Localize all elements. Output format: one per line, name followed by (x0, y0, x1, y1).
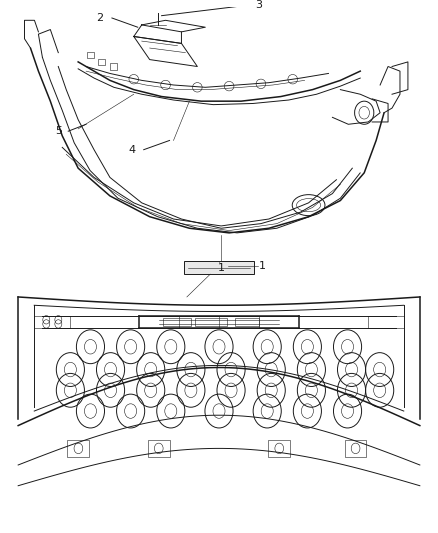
Bar (345, 440, 367, 457)
Bar (163, 318, 191, 326)
Bar (148, 440, 170, 457)
Bar (235, 318, 259, 326)
Bar (195, 318, 227, 326)
Bar (87, 52, 94, 58)
Text: 5: 5 (55, 126, 62, 136)
FancyBboxPatch shape (184, 261, 254, 274)
Bar (268, 440, 290, 457)
Text: 2: 2 (96, 13, 103, 23)
Text: 3: 3 (255, 1, 262, 10)
Bar (99, 59, 106, 65)
Bar (110, 63, 117, 70)
Bar (67, 440, 89, 457)
Text: 1: 1 (218, 263, 225, 272)
Text: 1: 1 (259, 261, 266, 271)
Text: 4: 4 (128, 144, 135, 155)
